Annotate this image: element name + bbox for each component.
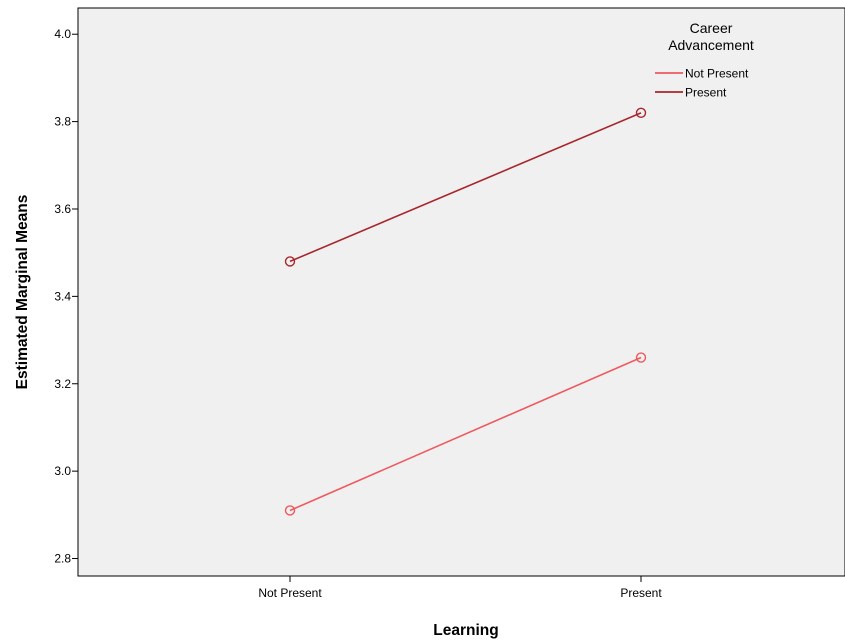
series-marker	[635, 352, 647, 363]
y-tick-label: 3.2	[54, 377, 71, 391]
series-marker	[284, 505, 296, 516]
y-tick-label: 2.8	[54, 552, 71, 566]
y-tick-label: 3.8	[54, 115, 71, 129]
legend: Career Advancement Not Present Present	[655, 20, 754, 100]
legend-title-line-2: Advancement	[668, 37, 754, 53]
y-tick-label: 4.0	[54, 27, 71, 41]
series-marker	[284, 256, 296, 267]
y-tick-label: 3.4	[54, 289, 71, 303]
x-tick-label: Present	[620, 586, 662, 600]
legend-label: Not Present	[685, 67, 749, 81]
plot-area	[77, 7, 845, 577]
x-axis: Not Present Present	[258, 576, 662, 600]
series-line	[289, 112, 642, 263]
legend-title-line-1: Career	[690, 20, 733, 36]
series-line	[289, 356, 642, 512]
x-tick-label: Not Present	[258, 586, 322, 600]
series-layer	[284, 107, 647, 516]
y-axis-title: Estimated Marginal Means	[14, 195, 31, 390]
y-axis: 2.8 3.0 3.2 3.4 3.6 3.8 4.0	[54, 27, 78, 566]
series-marker	[635, 107, 647, 119]
y-tick-label: 3.6	[54, 202, 71, 216]
y-tick-label: 3.0	[54, 464, 71, 478]
x-axis-title: Learning	[433, 622, 498, 639]
legend-entries: Not Present Present	[655, 67, 749, 100]
legend-label: Present	[685, 86, 727, 100]
